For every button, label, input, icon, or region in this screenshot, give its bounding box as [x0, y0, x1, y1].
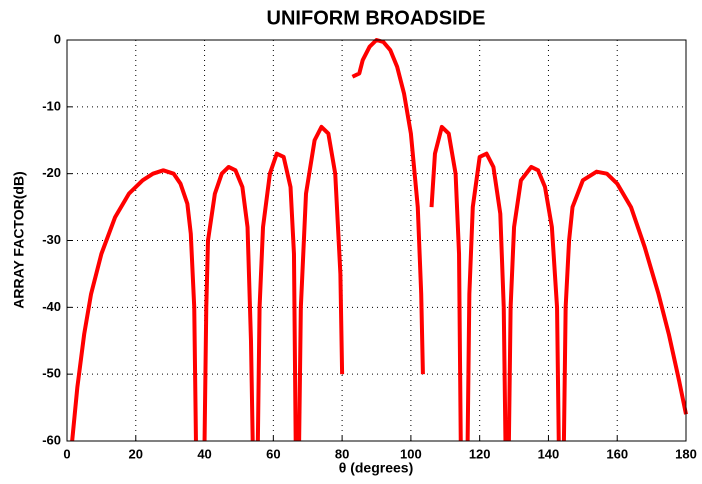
y-tick-label: -10 [42, 98, 61, 113]
x-tick-label: 60 [266, 446, 280, 461]
x-axis-label: θ (degrees) [339, 460, 413, 476]
x-tick-label: 120 [469, 446, 491, 461]
x-tick-label: 180 [675, 446, 697, 461]
chart-title: UNIFORM BROADSIDE [267, 7, 486, 29]
y-tick-label: 0 [54, 31, 61, 46]
plot-frame [66, 39, 687, 442]
x-tick-label: 160 [606, 446, 628, 461]
y-tick-label: -60 [42, 432, 61, 447]
y-tick-label: -30 [42, 232, 61, 247]
x-tick-label: 20 [129, 446, 143, 461]
data-line [70, 38, 688, 442]
plot-lines [70, 38, 688, 442]
y-tick-label: -20 [42, 165, 61, 180]
ticks: 0 20 40 60 80 100 120 140 160 180 -60 -50 -40 -30 -20 -… [42, 31, 697, 461]
x-tick-label: 40 [197, 446, 211, 461]
x-tick-label: 140 [538, 446, 560, 461]
y-tick-label: -50 [42, 366, 61, 381]
y-axis-label: ARRAY FACTOR(dB) [11, 171, 27, 308]
x-tick-label: 0 [63, 446, 70, 461]
x-tick-label: 100 [400, 446, 422, 461]
x-tick-label: 80 [335, 446, 349, 461]
y-tick-label: -40 [42, 299, 61, 314]
